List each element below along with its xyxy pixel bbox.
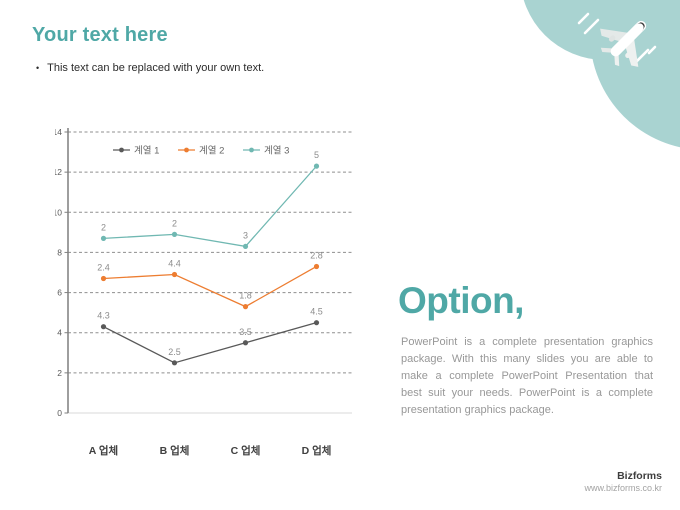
x-category-label: A 업체 <box>89 444 118 457</box>
legend-marker <box>249 147 254 153</box>
data-label: 3 <box>243 230 248 240</box>
series-3-marker <box>100 235 107 241</box>
series-1-marker <box>100 324 107 330</box>
y-tick-label: 6 <box>57 288 62 298</box>
y-tick-label: 4 <box>57 328 62 338</box>
data-label: 4.4 <box>168 259 181 269</box>
data-label: 2 <box>101 222 106 232</box>
y-tick-label: 0 <box>57 408 62 418</box>
data-label: 2.8 <box>310 250 323 260</box>
series-2-marker <box>242 304 249 310</box>
series-1-marker <box>242 340 249 346</box>
airplane-body <box>600 20 647 67</box>
y-tick-label: 2 <box>57 368 62 378</box>
series-3-marker <box>313 163 320 169</box>
data-label: 2 <box>172 218 177 228</box>
series-1-marker <box>313 320 320 326</box>
x-category-label: D 업체 <box>302 444 332 457</box>
legend-marker <box>119 147 124 153</box>
option-heading: Option, <box>398 280 524 321</box>
x-category-label: B 업체 <box>160 444 190 457</box>
y-tick-label: 8 <box>57 247 62 257</box>
option-body: PowerPoint is a complete presentation gr… <box>401 336 653 416</box>
x-category-label: C 업체 <box>231 444 261 457</box>
y-tick-label: 10 <box>55 207 62 217</box>
series-3-marker <box>242 243 249 250</box>
series-3-marker <box>171 231 178 237</box>
legend-marker <box>184 147 189 153</box>
legend-label: 계열 1 <box>134 145 159 157</box>
series-line-1 <box>103 322 317 364</box>
series-line-2 <box>103 265 317 308</box>
data-label: 5 <box>314 150 319 160</box>
legend-label: 계열 3 <box>264 145 289 157</box>
data-label: 4.3 <box>97 311 110 321</box>
series-2-marker <box>313 263 320 270</box>
y-tick-label: 12 <box>55 167 62 177</box>
data-label: 2.4 <box>97 263 110 273</box>
data-label: 3.5 <box>239 327 252 337</box>
footer-brand: Bizforms <box>617 470 662 482</box>
bullet-item: • This text can be replaced with your ow… <box>36 62 264 74</box>
series-2-marker <box>171 271 178 278</box>
bullet-icon: • <box>36 63 40 73</box>
stacked-line-chart: 0 2 4 6 8 10 12 14 A 업체 B 업체 C 업체 D 업체 4.3 2.5 3.5 4.5 2… <box>55 127 352 457</box>
bullet-text: This text can be replaced with your own … <box>47 62 265 74</box>
footer-url: www.bizforms.co.kr <box>584 483 662 493</box>
page-title: Your text here <box>32 24 168 46</box>
legend-label: 계열 2 <box>199 145 224 157</box>
footer: Bizforms www.bizforms.co.kr <box>584 470 662 493</box>
data-label: 1.8 <box>239 291 252 301</box>
series-line-3 <box>103 165 317 248</box>
airplane-icon <box>577 12 657 67</box>
data-label: 2.5 <box>168 347 181 357</box>
series-1-marker <box>171 360 178 366</box>
data-label: 4.5 <box>310 307 323 317</box>
y-tick-label: 14 <box>55 127 62 137</box>
series-2-marker <box>100 275 107 282</box>
